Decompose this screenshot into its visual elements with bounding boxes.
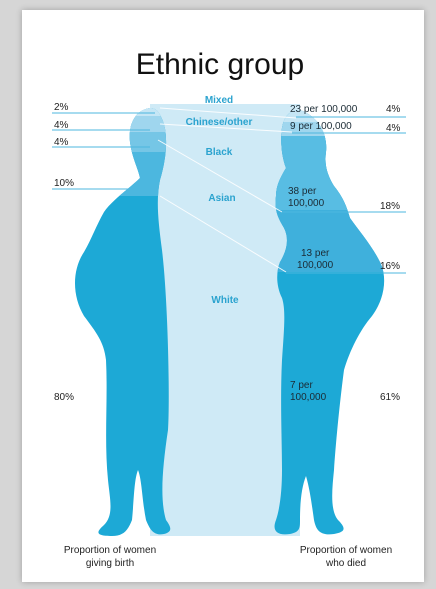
footer-left-line2: giving birth	[86, 558, 134, 569]
left-pct-mixed: 2%	[54, 102, 69, 113]
category-mixed: Mixed	[205, 95, 233, 106]
right-pct-asian: 18%	[380, 201, 400, 212]
center-connector-fill	[150, 104, 300, 536]
left-pct-asian: 10%	[54, 178, 74, 189]
right-leader-lines	[282, 116, 406, 274]
footer-right-line2: who died	[325, 558, 366, 569]
rate-mixed: 23 per 100,000	[290, 104, 358, 115]
rate-white-line1: 7 per	[290, 380, 313, 391]
left-leader-lines	[52, 112, 155, 190]
left-pct-chinese-other: 4%	[54, 120, 69, 131]
right-pct-black: 16%	[380, 261, 400, 272]
rate-asian-line2: 100,000	[288, 198, 325, 209]
right-pct-mixed: 4%	[386, 104, 401, 115]
rate-black-line1: 13 per	[301, 248, 330, 259]
rate-chinese-other: 9 per 100,000	[290, 121, 352, 132]
left-pct-white: 80%	[54, 392, 74, 403]
category-chinese-other: Chinese/other	[186, 117, 253, 128]
rate-asian-line1: 38 per	[288, 186, 317, 197]
connector-lines	[157, 107, 297, 273]
rate-white-line2: 100,000	[290, 392, 327, 403]
footer-right-line1: Proportion of women	[300, 545, 392, 556]
footer-left-line1: Proportion of women	[64, 545, 156, 556]
right-pct-chinese-other: 4%	[386, 123, 401, 134]
rate-black-line2: 100,000	[297, 260, 334, 271]
category-white: White	[211, 295, 239, 306]
right-pct-white: 61%	[380, 392, 400, 403]
chart-title: Ethnic group	[136, 48, 304, 81]
category-asian: Asian	[208, 193, 235, 204]
left-pct-black: 4%	[54, 137, 69, 148]
category-black: Black	[206, 147, 233, 158]
